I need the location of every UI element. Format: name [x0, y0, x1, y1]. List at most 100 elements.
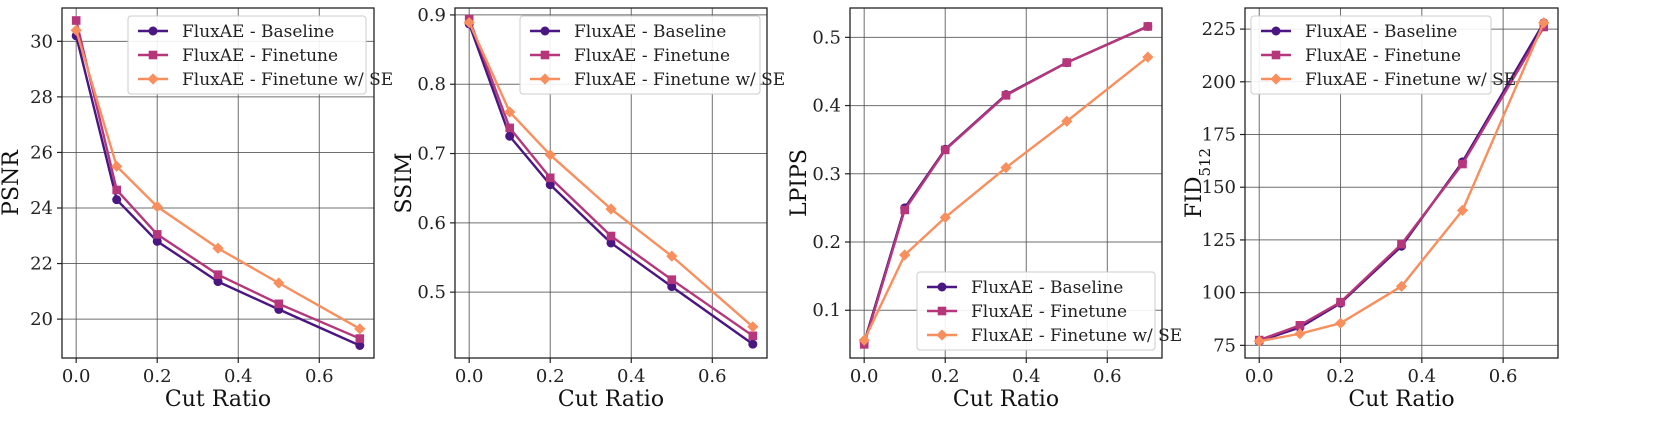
legend-entry: FluxAE - Finetune — [1261, 46, 1461, 66]
series-line — [75, 20, 361, 340]
legend-entry: FluxAE - Baseline — [138, 22, 334, 42]
data-point — [505, 123, 515, 133]
y-tick-label: 20 — [30, 309, 53, 330]
data-point — [504, 106, 516, 118]
series-finetune — [71, 16, 365, 343]
legend-box — [519, 15, 761, 95]
legend-entry: FluxAE - Finetune w/ SE — [530, 70, 785, 90]
data-point — [900, 205, 910, 215]
series-line — [863, 25, 1149, 345]
series-baseline — [464, 19, 758, 349]
y-tick-label: 26 — [30, 142, 53, 163]
series-line — [1258, 26, 1545, 342]
data-point — [1456, 204, 1469, 217]
x-tick-label: 0.2 — [1326, 366, 1355, 387]
data-point — [899, 249, 911, 261]
legend-entry: FluxAE - Finetune w/ SE — [138, 70, 393, 90]
y-tick-label: 30 — [30, 31, 53, 52]
x-tick-label: 0.0 — [1245, 366, 1274, 387]
y-tick-label: 100 — [1202, 283, 1236, 304]
data-point — [544, 149, 556, 161]
chart-panel-4: 0.0 0.2 0.4 0.6 75 100 125 150 175 200 225 Cut Rati… — [1182, 7, 1559, 412]
legend-marker — [540, 50, 550, 60]
legend-label: FluxAE - Finetune — [971, 302, 1127, 322]
data-point — [152, 230, 162, 239]
data-point — [666, 250, 678, 262]
y-tick-label: 0.8 — [417, 74, 446, 95]
data-point — [273, 277, 285, 289]
y-axis-label: PSNR — [0, 149, 24, 216]
y-tick-label: 150 — [1202, 177, 1236, 198]
legend-label: FluxAE - Finetune w/ SE — [182, 70, 393, 90]
series-line — [468, 23, 754, 346]
x-tick-label: 0.4 — [1012, 366, 1041, 387]
x-tick-label: 0.4 — [617, 366, 646, 387]
data-point — [748, 339, 758, 349]
legend-marker — [148, 50, 158, 60]
data-point — [1294, 328, 1306, 340]
y-tick-label: 0.3 — [812, 164, 841, 185]
legend-marker — [148, 26, 158, 36]
y-tick-label: 0.7 — [417, 144, 446, 165]
data-point — [151, 201, 163, 213]
data-point — [213, 270, 223, 279]
legend-entry: FluxAE - Baseline — [927, 278, 1123, 298]
data-point — [1295, 321, 1305, 330]
data-point — [606, 231, 616, 241]
data-point — [1336, 297, 1345, 307]
data-point — [112, 185, 122, 195]
data-point — [1538, 17, 1550, 29]
data-point — [1334, 317, 1347, 329]
y-tick-label: 0.5 — [417, 282, 446, 303]
data-point — [71, 16, 81, 25]
legend-label: FluxAE - Finetune — [182, 46, 338, 66]
legend-label: FluxAE - Baseline — [574, 22, 726, 42]
x-axis-label: Cut Ratio — [953, 387, 1059, 412]
data-point — [274, 299, 284, 309]
x-axis-label: Cut Ratio — [165, 387, 271, 412]
data-point — [1061, 115, 1073, 127]
y-tick-label: 0.4 — [812, 96, 841, 117]
data-point — [213, 277, 223, 287]
data-point — [1253, 335, 1265, 347]
plot-frame — [61, 7, 375, 359]
legend-entry: FluxAE - Finetune — [530, 46, 730, 66]
data-point — [1395, 280, 1408, 292]
data-point — [748, 331, 758, 341]
y-tick-label: 0.2 — [812, 232, 841, 253]
legend-entry: FluxAE - Baseline — [530, 22, 726, 42]
x-tick-label: 0.0 — [62, 366, 91, 387]
data-point — [1143, 22, 1153, 31]
series-line — [1259, 22, 1545, 343]
legend-box — [1250, 15, 1492, 95]
series-line — [468, 18, 754, 337]
legend-entry: FluxAE - Finetune w/ SE — [1261, 70, 1516, 90]
data-point — [545, 180, 555, 190]
series-line — [468, 22, 754, 328]
legend-label: FluxAE - Baseline — [1305, 22, 1457, 42]
data-point — [1000, 162, 1012, 174]
legend-label: FluxAE - Finetune w/ SE — [971, 326, 1182, 346]
y-axis-label-subscript: 512 — [1196, 148, 1214, 177]
series-finetune-se — [1253, 17, 1550, 347]
data-point — [605, 203, 617, 215]
legend-box — [127, 15, 367, 95]
series-line — [863, 56, 1149, 341]
x-tick-label: 0.6 — [698, 366, 727, 387]
chart-panel-1: 0.0 0.2 0.4 0.6 20 22 24 26 28 30 Cut Ratio PSNR Flu… — [0, 7, 393, 412]
series-line — [75, 35, 361, 347]
plot-frame — [849, 7, 1163, 359]
data-point — [70, 24, 82, 36]
legend-entry: FluxAE - Finetune w/ SE — [927, 326, 1182, 346]
legend-marker — [539, 73, 551, 85]
data-point — [354, 323, 366, 335]
data-point — [463, 16, 475, 29]
legend: FluxAE - Baseline FluxAE - Finetune FluxAE… — [916, 271, 1182, 351]
y-tick-label: 0.1 — [812, 300, 841, 321]
data-point — [1062, 58, 1072, 67]
data-point — [545, 173, 555, 183]
data-point — [355, 341, 365, 350]
chart-panel-3: 0.0 0.2 0.4 0.6 0.1 0.2 0.3 0.4 0.5 Cut Ratio LPIP… — [787, 7, 1182, 412]
y-tick-label: 22 — [30, 254, 53, 275]
data-point — [940, 145, 950, 155]
